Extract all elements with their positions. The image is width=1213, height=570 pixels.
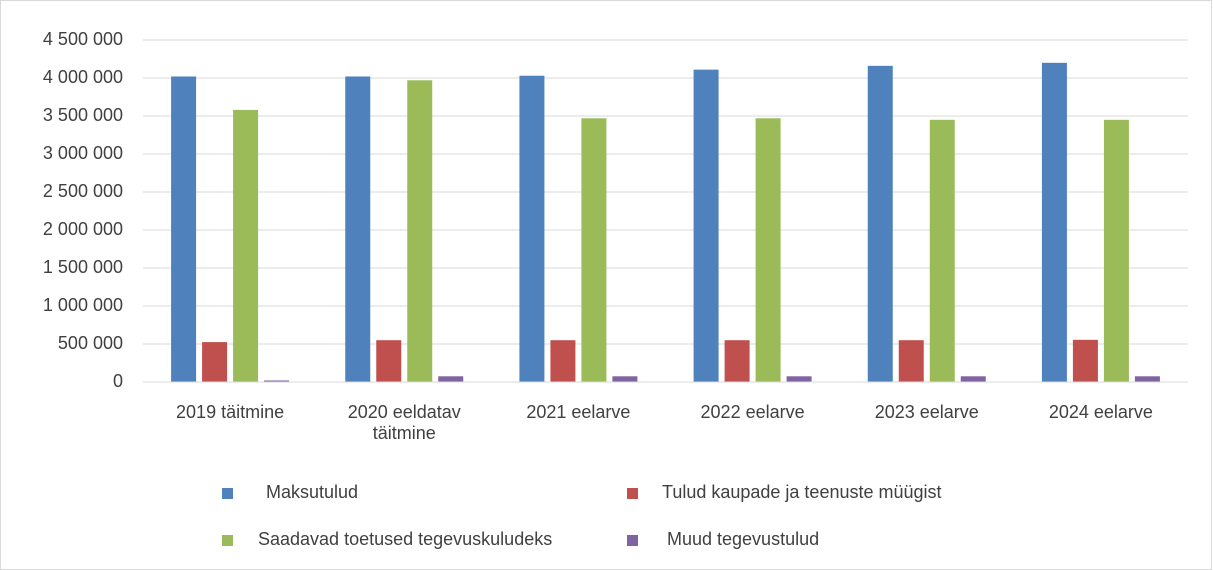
bar [233, 109, 259, 383]
bar [755, 118, 781, 382]
bar [407, 80, 433, 382]
bar [786, 376, 812, 382]
legend-label: Tulud kaupade ja teenuste müügist [662, 482, 942, 502]
legend-label: Maksutulud [266, 482, 358, 502]
bar [1041, 62, 1067, 383]
bar [264, 380, 290, 382]
x-tick-label: 2023 eelarve [874, 402, 979, 422]
y-tick-label: 4 000 000 [43, 67, 123, 87]
y-tick-label: 4 500 000 [43, 29, 123, 49]
bar [376, 340, 402, 382]
y-tick-label: 1 500 000 [43, 257, 123, 277]
bar [724, 340, 750, 382]
bar [693, 69, 719, 382]
x-tick-label: 2021 eelarve [526, 402, 631, 422]
x-tick-label: 2024 eelarve [1048, 402, 1153, 422]
legend-swatch [627, 535, 638, 546]
y-tick-label: 2 000 000 [43, 219, 123, 239]
y-tick-label: 3 500 000 [43, 105, 123, 125]
y-tick-label: 2 500 000 [43, 181, 123, 201]
bar [929, 119, 955, 383]
bar [612, 376, 638, 382]
legend-swatch [222, 535, 233, 546]
bar [519, 75, 545, 382]
bar [1072, 339, 1098, 382]
x-tick-label: 2022 eelarve [700, 402, 805, 422]
y-tick-label: 3 000 000 [43, 143, 123, 163]
legend-label: Muud tegevustulud [667, 529, 819, 549]
bar [960, 376, 986, 382]
y-tick-label: 500 000 [58, 333, 123, 353]
bar [202, 342, 228, 382]
legend-label: Saadavad toetused tegevuskuludeks [258, 529, 552, 549]
bar [867, 65, 893, 382]
bar [898, 340, 924, 382]
bar [581, 118, 607, 382]
y-tick-label: 0 [113, 371, 123, 391]
bar [438, 376, 464, 382]
bar [171, 76, 197, 382]
x-tick-label: 2019 täitmine [176, 402, 285, 422]
bar [345, 76, 371, 382]
legend-swatch [222, 488, 233, 499]
y-tick-label: 1 000 000 [43, 295, 123, 315]
bar [1134, 376, 1160, 382]
bar [1103, 119, 1129, 383]
legend-swatch [627, 488, 638, 499]
x-tick-label: 2020 eeldatav täitmine [347, 402, 461, 443]
bar [550, 340, 576, 382]
